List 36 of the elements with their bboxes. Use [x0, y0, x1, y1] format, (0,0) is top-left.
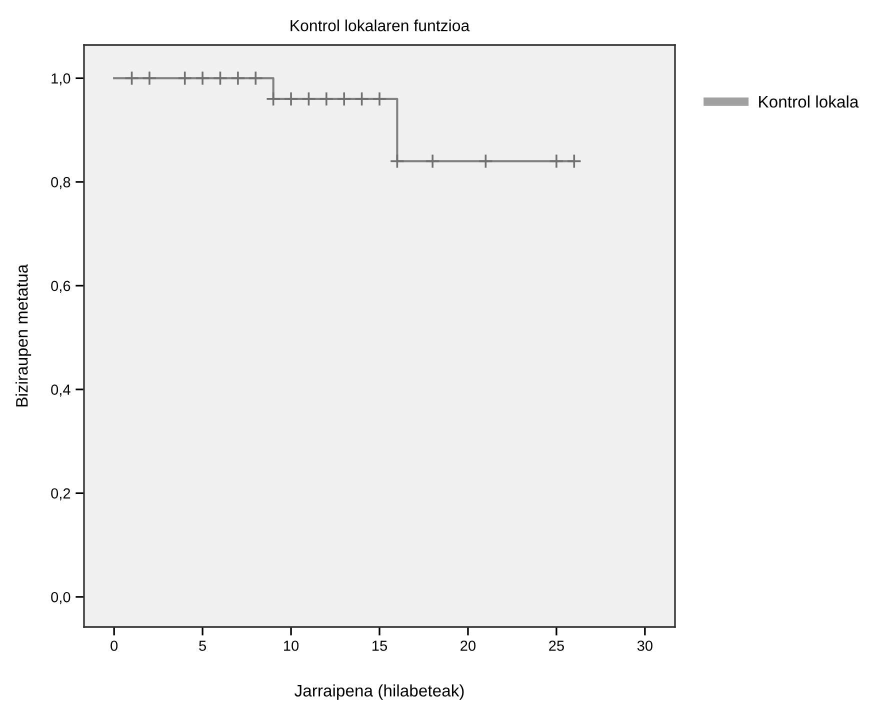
x-tick-label: 20 [460, 640, 476, 651]
x-tick-label: 0 [110, 640, 118, 651]
point [372, 91, 387, 106]
x-tick-label: 10 [284, 640, 299, 651]
point [354, 91, 370, 106]
x-tick-label: 25 [549, 640, 564, 651]
point [390, 154, 405, 169]
y-axis-title: Biziraupen metatua [16, 264, 32, 406]
chart-title: Kontrol lokalaren funtzioa [290, 20, 470, 32]
point [318, 91, 334, 106]
x-tick-label: 15 [372, 640, 387, 651]
y-tick-label: 0,8 [51, 177, 70, 190]
x-tick-label: 5 [199, 640, 206, 651]
y-tick-label: 1,0 [52, 73, 70, 86]
y-tick-label: 0,2 [51, 488, 70, 500]
point [248, 70, 264, 86]
point [266, 91, 281, 106]
point [301, 91, 316, 106]
point [548, 154, 564, 169]
legend-label: Kontrol lokala [759, 95, 859, 108]
point [478, 154, 494, 169]
point [177, 70, 192, 86]
y-tick-label: 0,4 [51, 384, 70, 397]
point [195, 70, 210, 86]
point [336, 91, 352, 106]
point [566, 154, 582, 169]
point [124, 70, 140, 86]
point [230, 70, 246, 86]
point [212, 70, 228, 86]
point [284, 91, 299, 106]
point [425, 154, 440, 169]
y-tick-label: 0,0 [51, 592, 70, 604]
x-tick-label: 30 [637, 640, 652, 651]
y-tick-label: 0,6 [51, 280, 70, 293]
x-axis-title: Jarraipena (hilabeteak) [294, 684, 464, 700]
point [142, 70, 157, 86]
